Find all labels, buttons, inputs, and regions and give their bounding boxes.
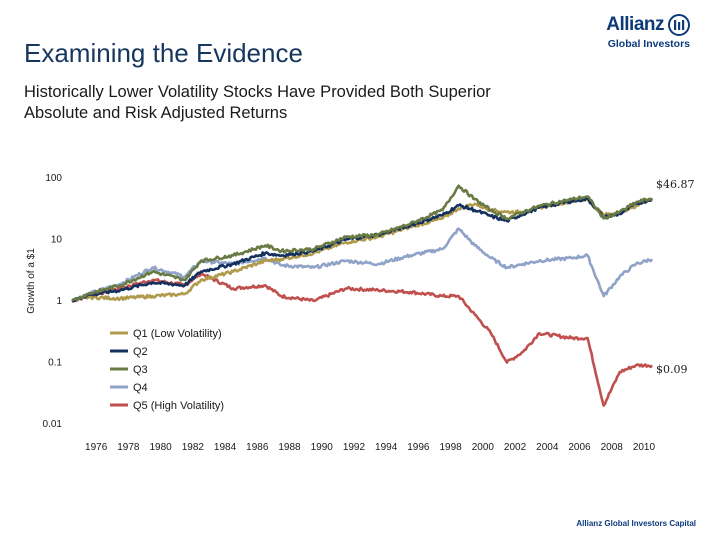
x-tick-label: 1986 [246,442,269,453]
brand-logo: Allianz Global Investors [606,14,690,50]
x-tick-label: 2002 [504,442,527,453]
y-tick-label: 10 [51,235,63,246]
page-title: Examining the Evidence [24,38,303,68]
x-tick-label: 1996 [407,442,430,453]
end-value-low: $0.09 [656,363,688,376]
series-line-q4 [71,227,654,303]
end-value-high: $46.87 [656,178,695,191]
allianz-eagle-icon [668,14,690,36]
x-tick-label: 2004 [536,442,559,453]
x-tick-label: 1978 [117,442,140,453]
x-tick-label: 2000 [472,442,495,453]
y-tick-label: 100 [45,173,62,184]
logo-subtext: Global Investors [607,38,690,50]
legend-label: Q3 [133,364,148,376]
x-tick-label: 1998 [439,442,462,453]
series-line-q3 [71,184,654,302]
x-tick-label: 2010 [633,442,656,453]
y-tick-label: 0.1 [48,358,62,369]
logo-brand-text: Allianz [606,14,664,35]
x-tick-label: 1980 [149,442,172,453]
legend-label: Q2 [133,346,148,358]
x-tick-label: 2006 [568,442,591,453]
legend-label: Q5 (High Volatility) [133,400,224,412]
x-tick-label: 2008 [601,442,624,453]
legend-label: Q1 (Low Volatility) [133,328,222,340]
x-tick-label: 1988 [278,442,301,453]
series-line-q1-low-volatility [71,197,653,303]
x-tick-label: 1982 [182,442,205,453]
x-tick-label: 1994 [375,442,398,453]
x-tick-label: 1992 [343,442,366,453]
legend-label: Q4 [133,382,148,394]
x-tick-label: 1976 [85,442,108,453]
footer-text: Allianz Global Investors Capital [576,519,696,528]
y-tick-label: 0.01 [43,419,63,430]
y-axis-label: Growth of a $1 [26,248,37,314]
series-line-q2 [71,196,654,303]
y-tick-label: 1 [56,296,62,307]
x-tick-label: 1990 [311,442,334,453]
x-tick-label: 1984 [214,442,237,453]
page-subtitle: Historically Lower Volatility Stocks Hav… [24,83,491,122]
